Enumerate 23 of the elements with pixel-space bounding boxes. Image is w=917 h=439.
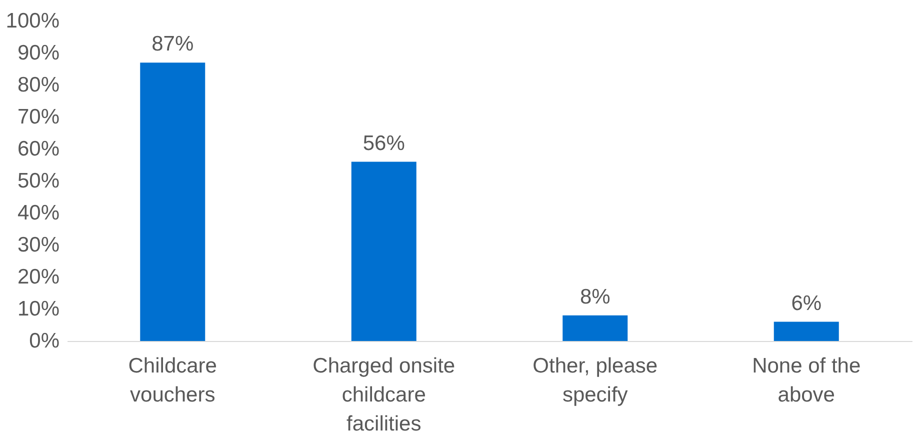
y-tick-label: 20% — [17, 266, 60, 288]
data-label: 8% — [580, 285, 610, 308]
y-tick-label: 10% — [17, 298, 60, 320]
bar — [351, 162, 416, 341]
y-tick-label: 0% — [29, 330, 60, 352]
y-tick-label: 40% — [17, 202, 60, 224]
y-tick-label: 80% — [17, 74, 60, 96]
x-tick-label: Childcare vouchers — [128, 354, 217, 406]
y-tick-label: 30% — [17, 234, 60, 256]
y-tick-label: 100% — [6, 10, 60, 32]
x-tick-label: Charged onsite childcare facilities — [312, 354, 456, 436]
y-tick-label: 50% — [17, 170, 60, 192]
data-label: 6% — [791, 292, 822, 315]
x-tick-label: None of the above — [752, 354, 861, 406]
y-tick-label: 90% — [17, 42, 60, 64]
bar — [140, 62, 206, 341]
bar — [774, 322, 839, 341]
x-tick-label: Other, please specify — [532, 354, 658, 406]
data-label: 56% — [362, 132, 405, 155]
y-tick-label: 60% — [17, 138, 60, 160]
y-tick-label: 70% — [17, 106, 60, 128]
data-label: 87% — [152, 32, 194, 56]
bar — [562, 315, 628, 341]
